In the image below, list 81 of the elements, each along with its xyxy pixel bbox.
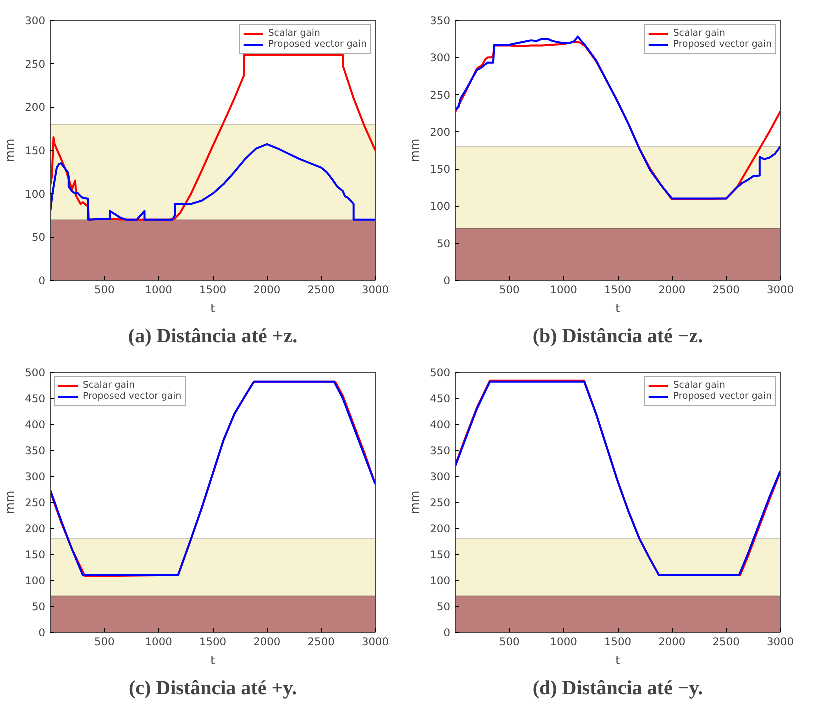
y-tick-label: 100 — [430, 200, 451, 214]
y-tick-label: 0 — [38, 626, 46, 640]
legend-label: Proposed vector gain — [83, 391, 182, 402]
legend-label: Scalar gain — [673, 28, 726, 39]
text: (c) Distância até +y. — [128, 678, 298, 700]
y-tick-label: 250 — [25, 58, 46, 71]
y-tick-label: 250 — [430, 88, 451, 102]
legend-label: Proposed vector gain — [673, 391, 772, 402]
y-tick-label: 200 — [25, 101, 46, 114]
legend-label: Scalar gain — [673, 380, 726, 391]
legend-label: Proposed vector gain — [268, 39, 367, 50]
legend-label: Proposed vector gain — [673, 39, 772, 50]
x-tick-label: 1500 — [199, 636, 227, 648]
x-axis-title: t — [616, 654, 621, 668]
y-tick-label: 200 — [430, 522, 451, 536]
x-tick-label: 2000 — [254, 636, 281, 648]
x-tick-label: 1000 — [550, 636, 578, 648]
text: (a) Distância até +z. — [128, 326, 298, 348]
y-tick-label: 0 — [444, 274, 451, 288]
x-tick-label: 3000 — [362, 284, 390, 296]
y-axis-title: mm — [3, 138, 18, 162]
y-tick-label: 0 — [38, 274, 46, 288]
y-tick-label: 200 — [25, 522, 46, 536]
y-tick-label: 300 — [25, 14, 46, 28]
x-tick-label: 500 — [499, 636, 520, 648]
y-tick-label: 250 — [430, 496, 451, 510]
x-axis-title: t — [210, 302, 216, 316]
legend-label: Scalar gain — [83, 380, 136, 391]
y-tick-label: 100 — [25, 188, 46, 201]
x-tick-label: 2500 — [308, 284, 336, 296]
x-tick-label: 1000 — [145, 284, 173, 296]
y-tick-label: 50 — [436, 600, 451, 614]
y-tick-label: 50 — [32, 600, 46, 614]
y-tick-label: 350 — [430, 444, 451, 458]
x-tick-label: 2000 — [658, 636, 686, 648]
y-tick-label: 500 — [430, 366, 451, 380]
x-tick-label: 500 — [94, 284, 116, 296]
y-tick-label: 150 — [430, 548, 451, 562]
y-tick-label: 250 — [25, 496, 46, 510]
y-tick-label: 150 — [25, 548, 46, 562]
y-tick-label: 350 — [430, 14, 451, 28]
x-tick-label: 500 — [94, 636, 116, 648]
text: (d) Distância até −y. — [532, 678, 704, 700]
x-tick-label: 1000 — [550, 284, 578, 296]
x-tick-label: 1500 — [604, 284, 632, 296]
x-tick-label: 2500 — [712, 284, 740, 296]
y-tick-label: 300 — [430, 52, 451, 65]
y-tick-label: 200 — [430, 126, 451, 139]
y-tick-label: 500 — [25, 366, 46, 380]
y-tick-label: 300 — [25, 470, 46, 484]
x-tick-label: 2000 — [254, 284, 281, 296]
y-tick-label: 450 — [25, 392, 46, 406]
y-axis-title: mm — [408, 138, 422, 162]
y-tick-label: 400 — [25, 418, 46, 432]
y-tick-label: 50 — [436, 237, 451, 250]
x-tick-label: 3000 — [362, 636, 390, 648]
x-tick-label: 3000 — [766, 636, 794, 648]
y-tick-label: 150 — [25, 144, 46, 158]
y-tick-label: 300 — [430, 470, 451, 484]
y-tick-label: 0 — [444, 626, 451, 640]
y-tick-label: 100 — [430, 574, 451, 588]
x-tick-label: 3000 — [766, 284, 794, 296]
y-tick-label: 50 — [32, 231, 46, 244]
x-tick-label: 2500 — [308, 636, 336, 648]
x-tick-label: 500 — [499, 284, 520, 296]
x-tick-label: 1500 — [604, 636, 632, 648]
y-tick-label: 350 — [25, 444, 46, 458]
x-axis-title: t — [616, 302, 621, 316]
y-tick-label: 150 — [430, 163, 451, 176]
y-axis-title: mm — [408, 490, 422, 514]
y-tick-label: 100 — [25, 574, 46, 588]
x-tick-label: 2500 — [712, 636, 740, 648]
text: (b) Distância até −z. — [532, 326, 704, 348]
y-axis-title: mm — [3, 490, 18, 514]
x-tick-label: 1500 — [199, 284, 227, 296]
y-tick-label: 400 — [430, 418, 451, 432]
legend-label: Scalar gain — [268, 28, 320, 39]
x-tick-label: 2000 — [658, 284, 686, 296]
x-tick-label: 1000 — [145, 636, 173, 648]
y-tick-label: 450 — [430, 392, 451, 406]
x-axis-title: t — [210, 654, 216, 668]
